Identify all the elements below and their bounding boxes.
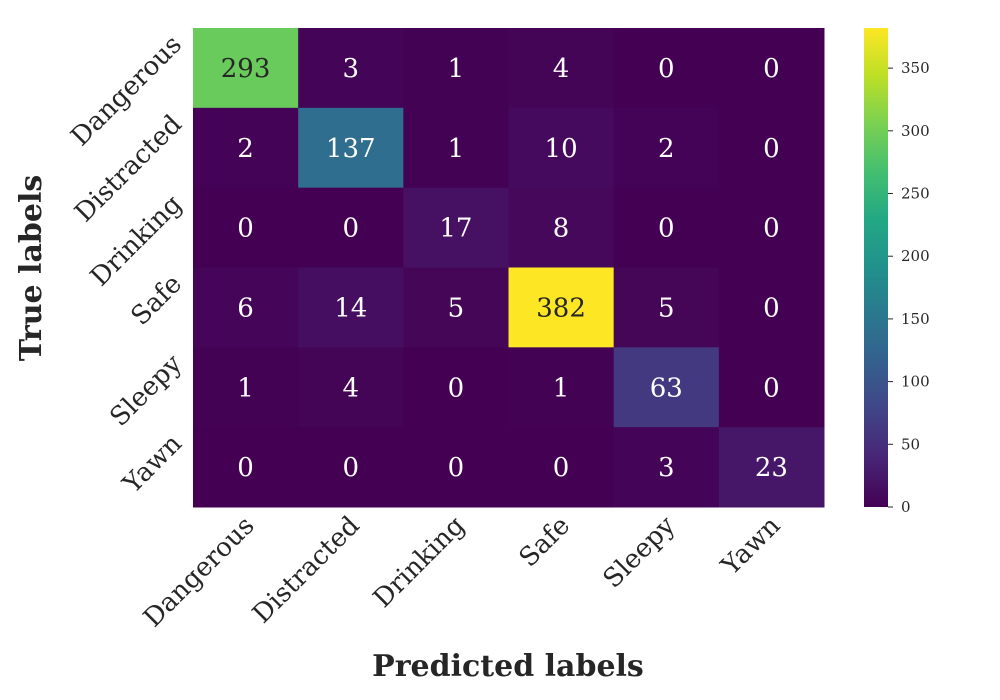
heatmap-cell-r4-c3	[508, 347, 615, 428]
cell-value-r5-c5: 23	[755, 453, 788, 483]
cell-value-r5-c4: 3	[658, 453, 675, 483]
y-tick-label-3: Safe	[125, 269, 187, 331]
x-axis-label: Predicted labels	[372, 649, 644, 684]
heatmap-cell-r4-c4	[613, 347, 720, 428]
heatmap-cell-r0-c0	[193, 28, 299, 109]
heatmap-cell-r5-c1	[298, 427, 404, 508]
cell-value-r5-c2: 0	[448, 453, 465, 483]
cell-value-r1-c0: 2	[237, 134, 254, 164]
heatmap-cell-r2-c3	[508, 187, 615, 268]
heatmap-cell-r2-c4	[613, 187, 720, 268]
heatmap-cell-r5-c2	[403, 427, 509, 508]
heatmap-cell-r0-c5	[718, 28, 825, 109]
colorbar-tick-label-1: 50	[901, 435, 920, 453]
y-tick-label-4: Sleepy	[104, 349, 188, 433]
heatmap-cell-r0-c2	[403, 28, 509, 109]
cell-value-r2-c3: 8	[553, 214, 570, 244]
cell-value-r4-c2: 0	[448, 373, 465, 403]
colorbar-gradient	[864, 28, 888, 507]
heatmap-cell-r3-c3	[508, 267, 615, 348]
colorbar: 0 50 100 150 200 250 300 350	[864, 28, 930, 516]
cell-value-r3-c5: 0	[763, 293, 780, 323]
heatmap-cell-r4-c2	[403, 347, 509, 428]
heatmap-cell-r1-c3	[508, 107, 615, 189]
heatmap-cell-r3-c4	[613, 267, 720, 348]
x-tick-label-5: Yawn	[715, 511, 786, 582]
cell-value-r3-c4: 5	[658, 293, 675, 323]
colorbar-tick-label-2: 100	[901, 373, 930, 391]
cell-value-r3-c1: 14	[334, 293, 367, 323]
heatmap-cell-r3-c5	[718, 267, 825, 348]
heatmap-cell-r2-c5	[718, 187, 825, 268]
heatmap-cell-r3-c1	[298, 267, 404, 348]
x-tick-label-3: Safe	[514, 511, 576, 573]
cell-value-r3-c0: 6	[237, 293, 254, 323]
cell-value-r2-c0: 0	[237, 214, 254, 244]
colorbar-tick-label-3: 150	[901, 310, 930, 328]
heatmap-cell-r1-c1	[298, 107, 404, 189]
heatmap-cell-r5-c4	[613, 427, 720, 508]
cell-value-r4-c5: 0	[763, 373, 780, 403]
heatmap-cell-r5-c3	[508, 427, 615, 508]
heatmap-cell-r2-c0	[193, 187, 299, 268]
colorbar-tick-label-5: 250	[901, 185, 930, 203]
cell-value-r0-c4: 0	[658, 54, 675, 84]
cell-value-r3-c3: 382	[536, 293, 586, 323]
cell-value-r4-c1: 4	[342, 373, 359, 403]
heatmap-cell-r1-c2	[403, 107, 509, 189]
heatmap-cell-r0-c4	[613, 28, 720, 109]
heatmap-cell-r5-c5	[718, 427, 825, 508]
heatmap-cell-r4-c0	[193, 347, 299, 428]
cell-value-r0-c2: 1	[448, 54, 465, 84]
cell-value-r2-c4: 0	[658, 214, 675, 244]
heatmap-cell-r4-c5	[718, 347, 825, 428]
heatmap-cell-r0-c3	[508, 28, 615, 109]
heatmap-cell-r4-c1	[298, 347, 404, 428]
cell-value-r5-c0: 0	[237, 453, 254, 483]
x-tick-label-2: Drinking	[368, 511, 471, 614]
x-tick-label-0: Dangerous	[138, 511, 261, 634]
x-tick-label-4: Sleepy	[598, 511, 682, 595]
cell-value-r1-c1: 137	[326, 134, 376, 164]
heatmap-cell-r0-c1	[298, 28, 404, 109]
cell-value-r4-c3: 1	[553, 373, 570, 403]
colorbar-tick-label-4: 200	[901, 247, 930, 265]
cell-value-r4-c4: 63	[650, 373, 683, 403]
heatmap-cell-r2-c1	[298, 187, 404, 268]
cell-value-r5-c1: 0	[342, 453, 359, 483]
cell-value-r0-c5: 0	[763, 54, 780, 84]
colorbar-tick-label-7: 350	[901, 59, 930, 77]
cell-value-r2-c5: 0	[763, 214, 780, 244]
heatmap-cell-r3-c0	[193, 267, 299, 348]
cell-value-r0-c3: 4	[553, 54, 570, 84]
y-tick-label-5: Yawn	[117, 429, 188, 500]
cell-value-r1-c4: 2	[658, 134, 675, 164]
heatmap-cell-r3-c2	[403, 267, 509, 348]
cell-value-r2-c1: 0	[342, 214, 359, 244]
cell-value-r1-c3: 10	[545, 134, 578, 164]
cell-value-r3-c2: 5	[448, 293, 465, 323]
heatmap-cell-labels: 293 3 1 4 0 02 137 1 10 2 00 0 17 8 0 06 14 5 382 5 01 4 0 1 63 0…	[221, 54, 788, 483]
cell-value-r1-c2: 1	[448, 134, 465, 164]
heatmap-cell-r1-c4	[613, 107, 720, 189]
heatmap-cell-r1-c0	[193, 107, 299, 189]
colorbar-tick-label-6: 300	[901, 122, 930, 140]
heatmap-cells	[193, 28, 825, 508]
cell-value-r0-c1: 3	[342, 54, 359, 84]
heatmap-cell-r5-c0	[193, 427, 299, 508]
heatmap-cell-r2-c2	[403, 187, 509, 268]
cell-value-r4-c0: 1	[237, 373, 254, 403]
y-axis-label: True labels	[14, 175, 49, 361]
cell-value-r0-c0: 293	[221, 54, 271, 84]
heatmap-cell-r1-c5	[718, 107, 825, 189]
cell-value-r2-c2: 17	[439, 214, 472, 244]
y-tick-labels: DangerousDistractedDrinkingSafeSleepyYaw…	[65, 30, 188, 500]
x-tick-label-1: Distracted	[247, 511, 366, 630]
cell-value-r5-c3: 0	[553, 453, 570, 483]
cell-value-r1-c5: 0	[763, 134, 780, 164]
colorbar-tick-label-0: 0	[901, 498, 911, 516]
